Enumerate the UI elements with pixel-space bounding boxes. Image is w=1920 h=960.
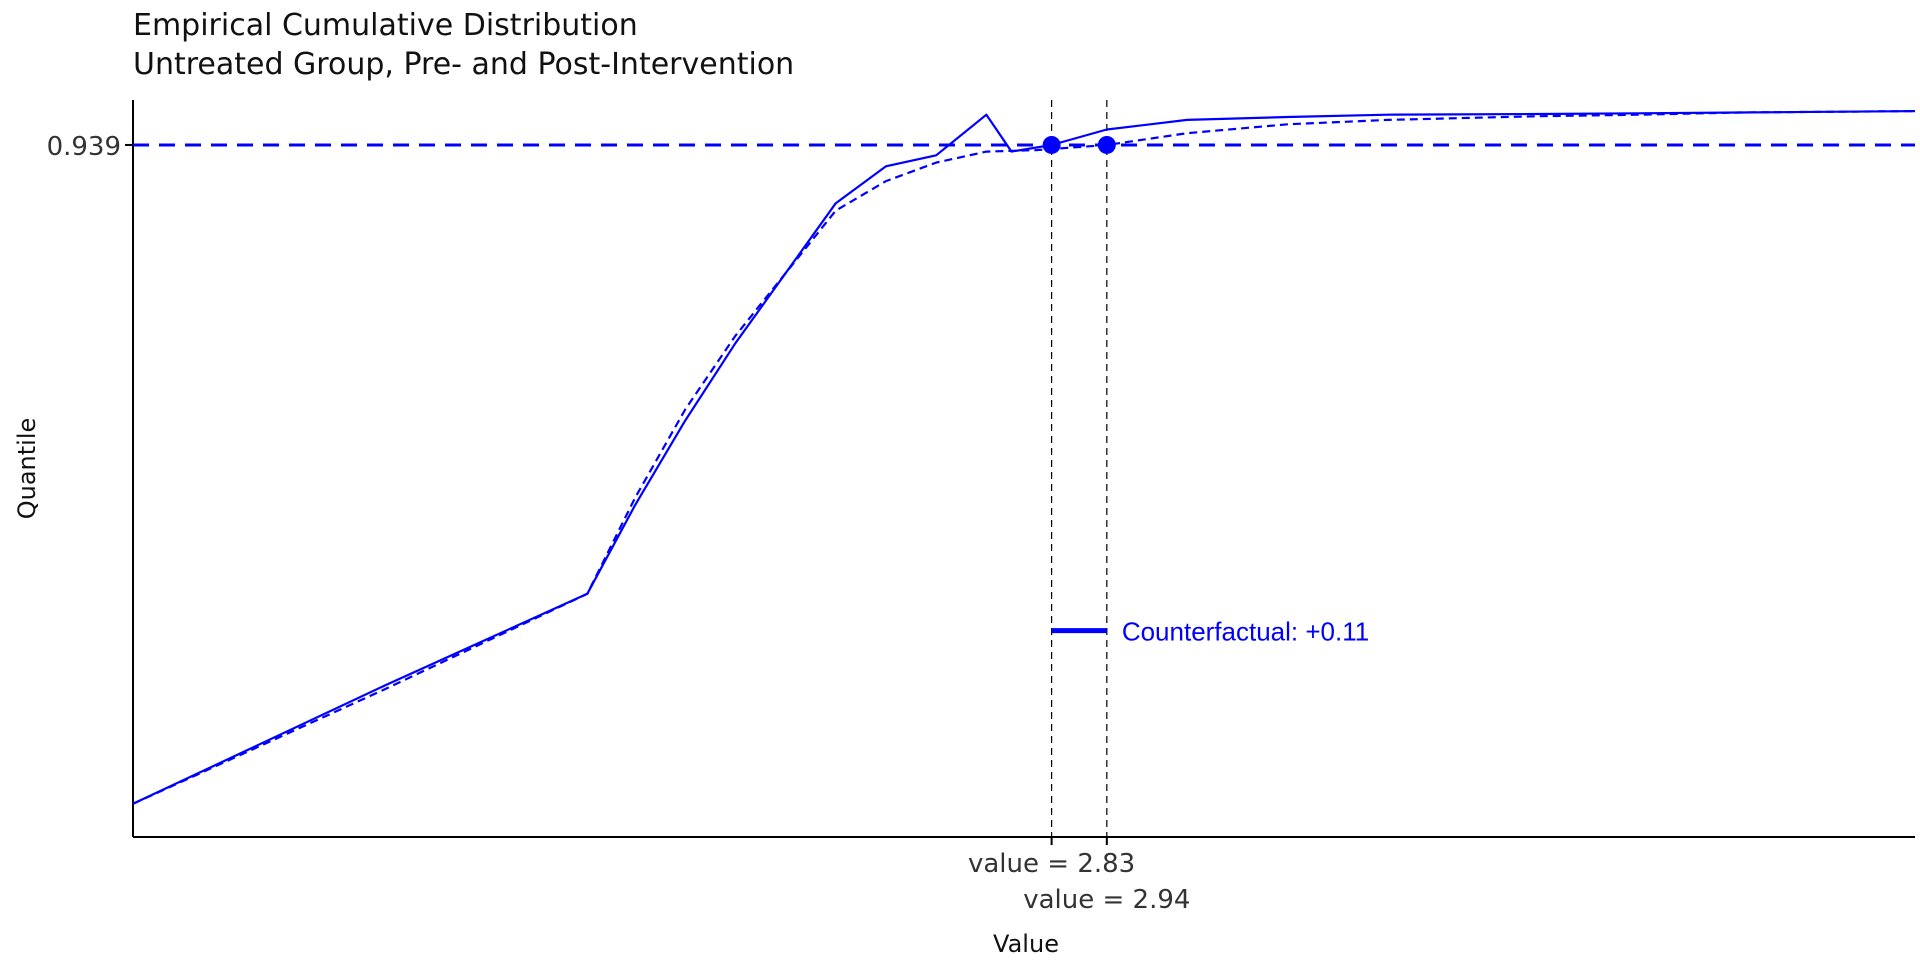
x-axis-title: Value [993, 930, 1059, 958]
counterfactual-label: Counterfactual: +0.11 [1122, 617, 1369, 647]
chart-title: Empirical Cumulative Distribution [133, 8, 638, 43]
x-tick-label-1: value = 2.94 [1023, 885, 1190, 915]
series-line-dashed [132, 110, 1916, 805]
quantile-point-1 [1097, 135, 1116, 154]
quantile-point-0 [1042, 135, 1061, 154]
y-tick-label-0: 0.939 [47, 132, 121, 162]
x-tick-label-0: value = 2.83 [968, 849, 1135, 879]
chart-subtitle: Untreated Group, Pre- and Post-Intervent… [133, 47, 795, 82]
series-line-solid [132, 110, 1916, 805]
y-axis-title: Quantile [13, 418, 41, 520]
